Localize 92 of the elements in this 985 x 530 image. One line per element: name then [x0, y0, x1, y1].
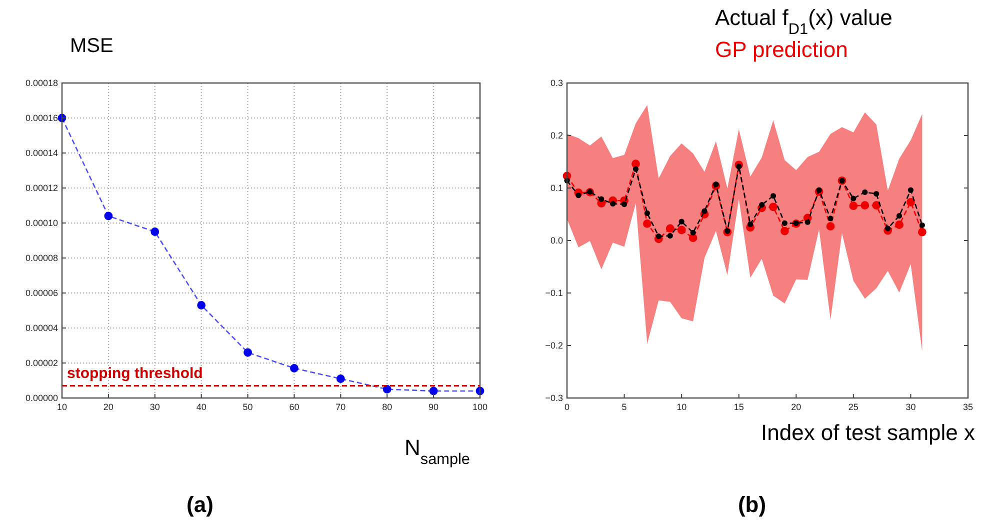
chart-title: MSE: [70, 35, 114, 57]
point: [576, 192, 582, 198]
point: [885, 226, 891, 232]
x-tick-label: 10: [56, 402, 68, 412]
y-tick-label: 0.00012: [25, 183, 58, 193]
point: [244, 348, 252, 357]
point: [713, 182, 719, 188]
point: [621, 201, 628, 208]
text: (b): [738, 492, 766, 517]
point: [644, 210, 650, 216]
point: [872, 201, 881, 210]
point: [656, 234, 662, 240]
y-tick-label: −0.2: [545, 340, 563, 350]
point: [690, 230, 696, 236]
point: [632, 160, 640, 168]
text: (a): [186, 492, 214, 517]
point: [758, 202, 765, 208]
point: [197, 301, 206, 310]
x-tick-label: 15: [734, 402, 744, 412]
point: [895, 220, 904, 229]
point: [769, 202, 778, 212]
x-axis-title: Index of test sample x: [761, 420, 975, 445]
y-tick-label: 0.00016: [25, 113, 58, 123]
point: [724, 228, 730, 234]
point: [666, 224, 674, 233]
y-tick-label: 0.00000: [25, 393, 58, 403]
y-tick-label: −0.1: [545, 288, 563, 298]
x-axis-title: N$_{sample}$: [404, 435, 470, 468]
y-tick-label: −0.3: [545, 393, 563, 403]
x-tick-label: 100: [472, 402, 488, 412]
x-tick-label: 80: [382, 402, 392, 412]
x-tick-label: 50: [242, 402, 253, 412]
point: [874, 190, 880, 197]
y-tick-label: 0.00008: [25, 253, 58, 263]
point: [702, 208, 708, 214]
point: [804, 219, 810, 225]
y-tick-label: 0.2: [550, 130, 563, 140]
y-tick-label: 0.0: [550, 236, 563, 246]
point: [610, 200, 616, 207]
point: [736, 164, 742, 170]
point: [919, 222, 925, 228]
x-tick-label: 70: [336, 402, 346, 412]
point: [828, 216, 834, 222]
point: [849, 202, 858, 210]
point: [826, 222, 835, 231]
point: [770, 193, 776, 199]
point: [429, 386, 438, 396]
point: [632, 166, 639, 172]
point: [906, 198, 915, 206]
x-tick-label: 20: [791, 402, 802, 412]
x-tick-label: 10: [676, 402, 687, 412]
text: GP prediction: [715, 37, 848, 62]
point: [816, 187, 822, 193]
point: [862, 189, 868, 195]
y-tick-label: 0.00018: [25, 78, 58, 88]
x-tick-label: 5: [622, 402, 627, 412]
x-tick-label: 30: [906, 402, 916, 412]
point: [290, 364, 298, 372]
y-tick-label: 0.00010: [25, 218, 58, 228]
x-tick-label: 35: [962, 402, 974, 412]
point: [678, 218, 684, 224]
y-tick-label: 0.00014: [25, 148, 58, 158]
point: [104, 212, 113, 220]
point: [677, 226, 686, 234]
x-tick-label: 40: [196, 402, 206, 412]
y-tick-label: 0.3: [550, 78, 563, 88]
x-tick-label: 0: [564, 402, 570, 412]
point: [780, 226, 789, 236]
point: [908, 187, 914, 193]
point: [850, 196, 856, 202]
ref-line-label: stopping threshold: [67, 364, 203, 382]
text: Actual f$_{D1}$(x) value: [715, 5, 892, 38]
y-tick-label: 0.00004: [25, 323, 58, 333]
x-tick-label: 20: [103, 402, 114, 412]
x-tick-label: 25: [848, 402, 858, 412]
point: [598, 196, 604, 202]
point: [860, 201, 870, 210]
point: [748, 221, 754, 228]
x-tick-label: 30: [150, 402, 160, 412]
y-tick-label: 0.00002: [25, 358, 58, 368]
y-tick-label: 0.00006: [25, 288, 58, 298]
x-tick-label: 90: [428, 402, 439, 412]
y-tick-label: 0.1: [550, 183, 563, 193]
point: [896, 213, 902, 219]
x-tick-label: 60: [289, 402, 300, 412]
point: [918, 228, 926, 236]
point: [382, 385, 392, 394]
point: [336, 374, 345, 383]
point: [667, 232, 673, 239]
point: [643, 220, 652, 228]
point: [782, 220, 788, 226]
point: [150, 228, 160, 236]
